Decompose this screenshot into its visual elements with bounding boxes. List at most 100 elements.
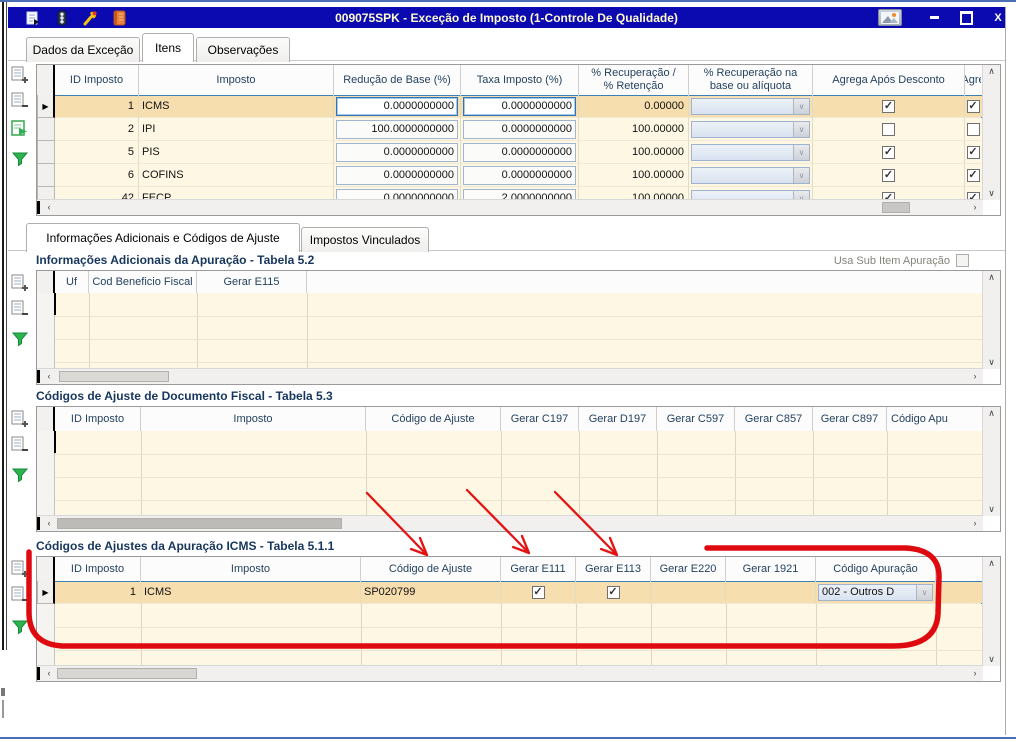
- agrega2-checkbox[interactable]: [966, 122, 980, 136]
- settings-wrench-button[interactable]: [82, 10, 98, 26]
- scroll-up-icon[interactable]: ∧: [988, 272, 995, 282]
- agrega2-checkbox[interactable]: ✓: [966, 145, 980, 159]
- agrega-checkbox[interactable]: [882, 122, 895, 136]
- col-reducao-base[interactable]: Redução de Base (%): [334, 65, 461, 95]
- agrega-checkbox[interactable]: ✓: [882, 145, 895, 159]
- filter-button[interactable]: [11, 466, 29, 484]
- table-row[interactable]: 2 IPI 100.0000000000 0.0000000000 100.00…: [37, 118, 983, 141]
- col-recuperacao-base[interactable]: % Recuperação na base ou alíquota: [689, 65, 813, 95]
- col-imposto[interactable]: Imposto: [141, 557, 361, 581]
- agrega2-checkbox[interactable]: ✓: [966, 168, 980, 182]
- cell-imposto[interactable]: ICMS: [139, 95, 334, 118]
- reducao-edit[interactable]: 100.0000000000: [336, 119, 458, 139]
- col-gerar-e111[interactable]: Gerar E111: [501, 557, 576, 581]
- col-gerar-d197[interactable]: Gerar D197: [579, 407, 657, 431]
- delete-row-button[interactable]: [11, 92, 29, 110]
- recuperacao-base-combo[interactable]: ∨: [691, 189, 810, 200]
- cell-id[interactable]: 2: [55, 118, 139, 141]
- col-recuperacao[interactable]: % Recuperação / % Retenção: [579, 65, 689, 95]
- notebook-button[interactable]: [112, 10, 128, 26]
- row-indicator[interactable]: [37, 141, 55, 164]
- chevron-down-icon[interactable]: ∨: [793, 98, 809, 114]
- col-gerar-e113[interactable]: Gerar E113: [576, 557, 651, 581]
- table-row[interactable]: 6 COFINS 0.0000000000 0.0000000000 100.0…: [37, 164, 983, 187]
- col-id-imposto[interactable]: ID Imposto: [55, 557, 141, 581]
- reducao-edit[interactable]: 0.0000000000: [336, 96, 458, 116]
- scroll-right-icon[interactable]: ›: [973, 518, 977, 528]
- add-row-button[interactable]: [11, 560, 29, 578]
- cell-recuperacao[interactable]: 100.00000: [579, 164, 689, 187]
- maximize-button[interactable]: [955, 10, 977, 25]
- scrollbar-thumb[interactable]: [57, 668, 197, 679]
- filter-button[interactable]: [11, 330, 29, 348]
- tab-observacoes[interactable]: Observações: [196, 37, 290, 62]
- cell-recuperacao[interactable]: 100.00000: [579, 187, 689, 200]
- vertical-scrollbar[interactable]: ∧ ∨: [982, 65, 1000, 200]
- cell-id[interactable]: 1: [55, 95, 139, 118]
- cell-gerar-e220[interactable]: [651, 581, 726, 604]
- taxa-edit[interactable]: 0.0000000000: [463, 165, 576, 185]
- vertical-scrollbar[interactable]: ∧ ∨: [982, 271, 1000, 369]
- horizontal-scrollbar[interactable]: ‹ ›: [37, 515, 983, 531]
- chevron-down-icon[interactable]: ∨: [793, 190, 809, 200]
- chevron-down-icon[interactable]: ∨: [793, 121, 809, 137]
- gerar-e113-checkbox[interactable]: ✓: [606, 585, 620, 599]
- col-gerar-1921[interactable]: Gerar 1921: [726, 557, 816, 581]
- scroll-left-icon[interactable]: ‹: [47, 371, 51, 381]
- row-indicator[interactable]: [37, 118, 55, 141]
- scroll-left-icon[interactable]: ‹: [47, 202, 51, 212]
- scroll-down-icon[interactable]: ∨: [988, 654, 995, 664]
- vertical-scrollbar[interactable]: ∧ ∨: [982, 407, 1000, 516]
- minimize-button[interactable]: [923, 10, 945, 25]
- table-row[interactable]: ▶ 1 ICMS 0.0000000000 0.0000000000 0.000…: [37, 95, 983, 118]
- tab-dados-da-excecao[interactable]: Dados da Exceção: [26, 37, 140, 62]
- col-gerar-c597[interactable]: Gerar C597: [657, 407, 735, 431]
- taxa-edit[interactable]: 2.0000000000: [463, 188, 576, 200]
- table-row[interactable]: 5 PIS 0.0000000000 0.0000000000 100.0000…: [37, 141, 983, 164]
- picture-button[interactable]: [878, 9, 902, 26]
- cell-id[interactable]: 42: [55, 187, 139, 200]
- chevron-down-icon[interactable]: ∨: [793, 167, 809, 183]
- taxa-edit[interactable]: 0.0000000000: [463, 119, 576, 139]
- col-gerar-c897[interactable]: Gerar C897: [813, 407, 887, 431]
- scroll-left-icon[interactable]: ‹: [47, 668, 51, 678]
- tab-informacoes-adicionais[interactable]: Informações Adicionais e Códigos de Ajus…: [26, 223, 300, 252]
- col-imposto[interactable]: Imposto: [141, 407, 366, 431]
- horizontal-scrollbar[interactable]: ‹ ›: [37, 665, 983, 681]
- scrollbar-thumb[interactable]: [59, 371, 169, 382]
- cell-imposto[interactable]: COFINS: [139, 164, 334, 187]
- col-codigo-apuracao[interactable]: Código Apu: [891, 412, 948, 425]
- reducao-edit[interactable]: 0.0000000000: [336, 188, 458, 200]
- recuperacao-base-combo[interactable]: ∨: [691, 143, 810, 161]
- filter-button[interactable]: [11, 618, 29, 636]
- delete-row-button[interactable]: [11, 586, 29, 604]
- reducao-edit[interactable]: 0.0000000000: [336, 165, 458, 185]
- cell-recuperacao[interactable]: 100.00000: [579, 141, 689, 164]
- col-uf[interactable]: Uf: [55, 271, 89, 293]
- export-form-button[interactable]: [26, 10, 42, 26]
- chevron-down-icon[interactable]: ∨: [916, 584, 932, 600]
- scroll-down-icon[interactable]: ∨: [988, 188, 995, 198]
- add-row-button[interactable]: [11, 66, 29, 84]
- taxa-edit[interactable]: 0.0000000000: [463, 96, 576, 116]
- add-row-button[interactable]: [11, 274, 29, 292]
- recuperacao-base-combo[interactable]: ∨: [691, 97, 810, 115]
- cell-gerar-1921[interactable]: [726, 581, 816, 604]
- tab-itens[interactable]: Itens: [142, 33, 194, 62]
- cell-recuperacao[interactable]: 100.00000: [579, 118, 689, 141]
- cell-recuperacao[interactable]: 0.00000: [579, 95, 689, 118]
- cell-codigo-ajuste[interactable]: SP020799: [361, 581, 501, 604]
- agrega-checkbox[interactable]: ✓: [882, 191, 895, 200]
- col-gerar-e220[interactable]: Gerar E220: [651, 557, 726, 581]
- col-taxa-imposto[interactable]: Taxa Imposto (%): [461, 65, 579, 95]
- horizontal-scrollbar[interactable]: ‹ ›: [37, 199, 983, 215]
- grid-52-rows[interactable]: [37, 293, 983, 369]
- filter-button[interactable]: [11, 150, 29, 168]
- col-agrega-apos-desconto[interactable]: Agrega Após Desconto: [813, 65, 965, 95]
- row-indicator[interactable]: [37, 164, 55, 187]
- col-id-imposto[interactable]: ID Imposto: [55, 65, 139, 95]
- gerar-e111-checkbox[interactable]: ✓: [531, 585, 545, 599]
- row-indicator[interactable]: ▶: [37, 95, 55, 118]
- cell-imposto[interactable]: ICMS: [141, 581, 361, 604]
- table-row[interactable]: 42 FECP 0.0000000000 2.0000000000 100.00…: [37, 187, 983, 200]
